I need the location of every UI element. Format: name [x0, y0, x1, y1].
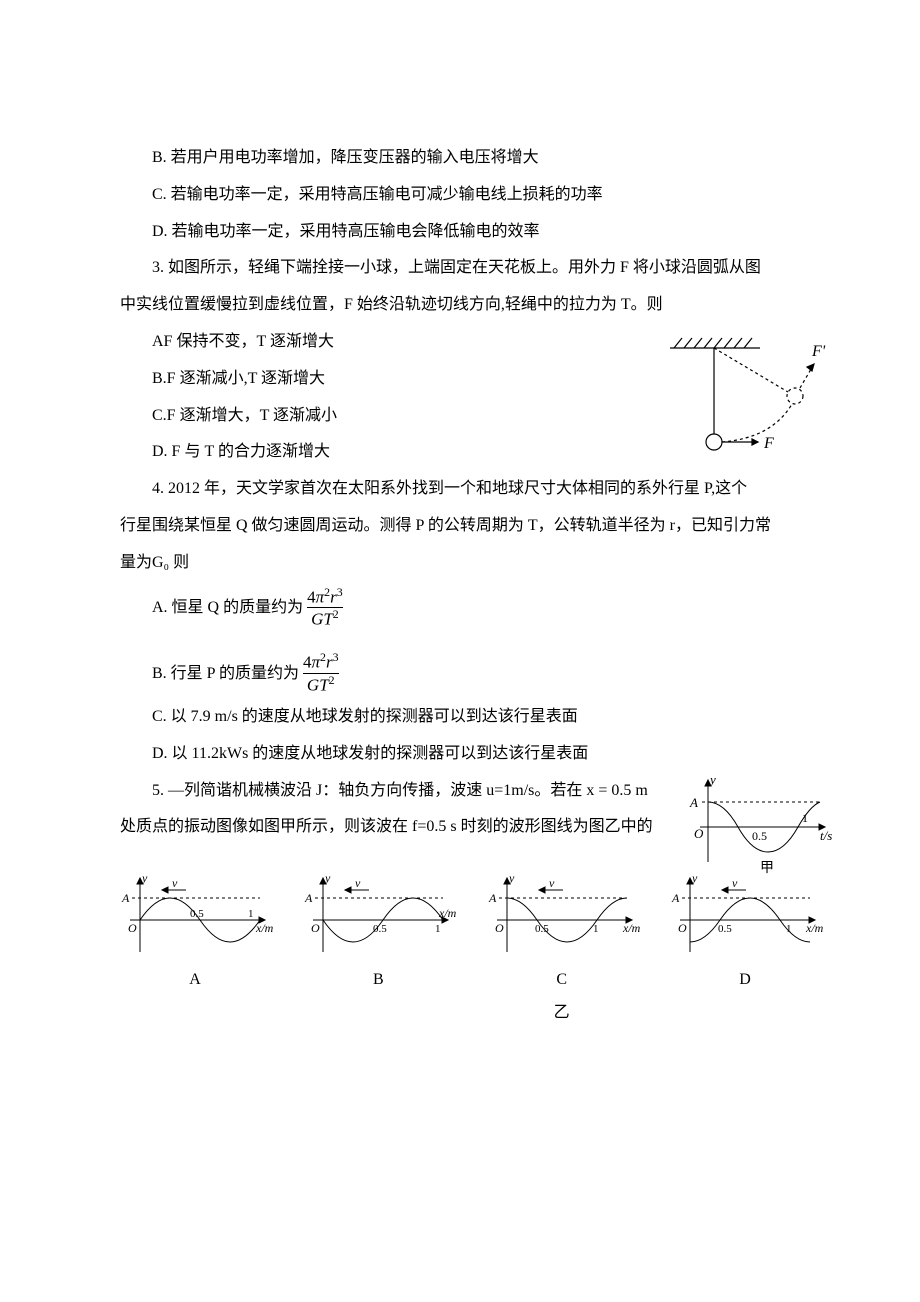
q5b-A: A — [304, 891, 313, 905]
q4fig-o: O — [694, 826, 704, 841]
q5a-A: A — [121, 891, 130, 905]
q5-fig-c: v y A O 0.5 1 x/m — [477, 870, 647, 960]
q4-stem-3: 量为G₀ 则 — [120, 545, 800, 582]
q5a-y: y — [141, 871, 148, 885]
q5a-05: 0.5 — [190, 908, 204, 920]
q5c-y: y — [508, 871, 515, 885]
q5-fig-b: v y A O 0.5 1 x/m — [293, 870, 463, 960]
q3-figure: F F' — [660, 334, 830, 464]
q5b-O: O — [311, 921, 320, 935]
q5b-xl: x/m — [438, 906, 457, 920]
q4-b-fraction: 4π2r3 GT2 — [301, 651, 341, 695]
q5c-v: v — [549, 876, 555, 890]
q5-label-c: C — [556, 962, 567, 999]
q4-block: A. 恒星 Q 的质量约为 4π2r3 GT2 B. 行星 P 的质量约为 4π… — [120, 586, 800, 773]
q3-stem-2: 中实线位置缓慢拉到虚线位置，F 始终沿轨迹切线方向,轻绳中的拉力为 T。则 — [120, 287, 800, 324]
q5a-1: 1 — [248, 908, 254, 920]
q4fig-x05: 0.5 — [752, 829, 767, 843]
q5c-1: 1 — [593, 923, 599, 935]
q4-option-d: D. 以 11.2kWs 的速度从地球发射的探测器可以到达该行星表面 — [120, 736, 800, 773]
q3-label-f: F — [763, 435, 774, 452]
q5c-05: 0.5 — [535, 923, 549, 935]
q5b-05: 0.5 — [373, 923, 387, 935]
q5a-O: O — [128, 921, 137, 935]
q5-label-d: D — [739, 962, 751, 999]
q5-choice-b: v y A O 0.5 1 x/m B — [293, 870, 463, 1032]
q5-label-a: A — [189, 962, 201, 999]
q5c-xl: x/m — [622, 921, 641, 935]
q5-fig-a: v y A O 0.5 1 x/m — [110, 870, 280, 960]
q5-choice-c: v y A O 0.5 1 x/m C 乙 — [477, 870, 647, 1032]
q3-stem-1: 3. 如图所示，轻绳下端拴接一小球，上端固定在天花板上。用外力 F 将小球沿圆弧… — [120, 250, 800, 287]
q5-choice-a: v y A O 0.5 1 x/m A — [110, 870, 280, 1032]
q5-label-b: B — [373, 962, 384, 999]
pre-option-c: C. 若输电功率一定，采用特高压输电可减少输电线上损耗的功率 — [120, 177, 800, 214]
page: B. 若用户用电功率增加，降压变压器的输入电压将增大 C. 若输电功率一定，采用… — [0, 0, 920, 1122]
q5-choice-d: v y A O 0.5 1 x/m D — [660, 870, 830, 1032]
q4fig-ylabel: y — [708, 772, 716, 787]
q4-a-fraction: 4π2r3 GT2 — [305, 586, 345, 630]
q4-figure: y A O 0.5 1 t/s 甲 — [680, 772, 840, 877]
q4-option-b: B. 行星 P 的质量约为 4π2r3 GT2 — [120, 651, 800, 695]
q4fig-caption: 甲 — [760, 861, 774, 876]
q3-label-fprime: F' — [811, 343, 826, 360]
q3-block: AF 保持不变，T 逐渐增大 B.F 逐渐减小,T 逐渐增大 C.F 逐渐增大，… — [120, 324, 800, 471]
q5a-v: v — [172, 876, 178, 890]
q5-fig-d: v y A O 0.5 1 x/m — [660, 870, 830, 960]
q4-a-text: A. 恒星 Q 的质量约为 — [152, 598, 303, 617]
q5d-v: v — [732, 876, 738, 890]
q4fig-x1: 1 — [802, 811, 808, 825]
q5b-1: 1 — [435, 923, 441, 935]
q4-b-text: B. 行星 P 的质量约为 — [152, 664, 299, 683]
q5b-y: y — [324, 871, 331, 885]
q5d-xl: x/m — [805, 921, 824, 935]
q5a-xl: x/m — [255, 921, 274, 935]
q5d-O: O — [678, 921, 687, 935]
q4-option-a: A. 恒星 Q 的质量约为 4π2r3 GT2 — [120, 586, 800, 630]
q5d-A: A — [671, 891, 680, 905]
pre-option-b: B. 若用户用电功率增加，降压变压器的输入电压将增大 — [120, 140, 800, 177]
q5d-1: 1 — [786, 923, 792, 935]
q5c-O: O — [495, 921, 504, 935]
q4fig-xlabel: t/s — [820, 828, 832, 843]
q4-stem-2: 行星围绕某恒星 Q 做匀速圆周运动。测得 P 的公转周期为 T，公转轨道半径为 … — [120, 508, 800, 545]
q4-stem-1: 4. 2012 年，天文学家首次在太阳系外找到一个和地球尺寸大体相同的系外行星 … — [120, 471, 800, 508]
q4-option-c: C. 以 7.9 m/s 的速度从地球发射的探测器可以到达该行星表面 — [120, 699, 800, 736]
q5-group-label: 乙 — [554, 995, 570, 1032]
q5b-v: v — [355, 876, 361, 890]
q5d-05: 0.5 — [718, 923, 732, 935]
q5-choices: v y A O 0.5 1 x/m A — [110, 870, 830, 1032]
pre-option-d: D. 若输电功率一定，采用特高压输电会降低输电的效率 — [120, 214, 800, 251]
q5c-A: A — [488, 891, 497, 905]
q4fig-a: A — [689, 795, 698, 810]
